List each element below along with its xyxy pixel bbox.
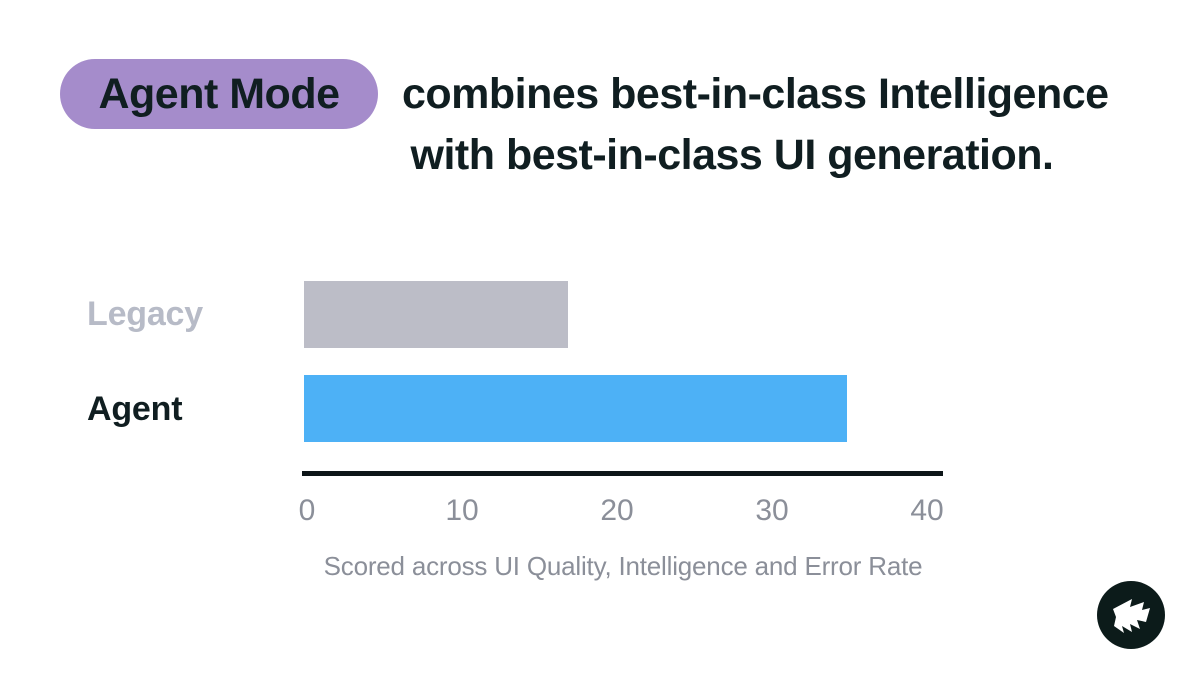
heading-line1: combines best-in-class Intelligence [402,70,1109,118]
x-tick-0: 0 [298,494,316,527]
brand-flag-icon [1097,581,1165,649]
x-tick-30: 30 [755,494,789,527]
chart-caption: Scored across UI Quality, Intelligence a… [323,551,923,581]
brand-logo [1097,581,1165,649]
heading-line2: with best-in-class UI generation. [410,131,1054,179]
category-label-agent: Agent [87,390,183,428]
x-tick-20: 20 [600,494,634,527]
category-label-legacy: Legacy [87,295,203,333]
x-tick-10: 10 [445,494,479,527]
bar-agent [304,375,847,442]
bar-legacy [304,281,568,348]
agent-mode-badge: Agent Mode [60,59,378,129]
x-axis-line [302,471,943,476]
x-tick-40: 40 [910,494,944,527]
